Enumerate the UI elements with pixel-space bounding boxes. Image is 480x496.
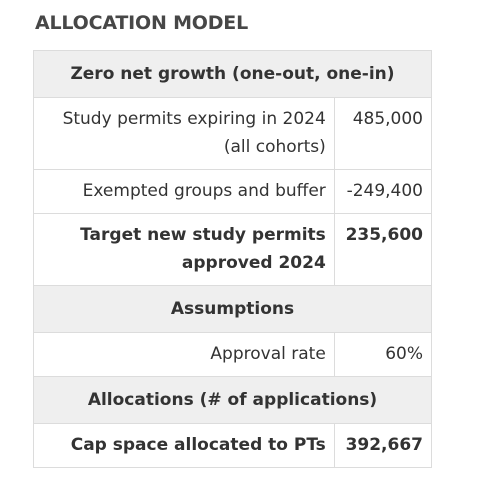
allocation-model-table: Zero net growth (one-out, one-in) Study … [33,50,433,468]
row-label: Target new study permits approved 2024 [33,213,335,286]
section-header-row: Assumptions [33,285,432,333]
section-title-assumptions: Assumptions [33,285,432,333]
row-value: 60% [333,332,433,377]
section-header-row: Allocations (# of applications) [33,376,432,424]
page-title: ALLOCATION MODEL [35,12,248,34]
row-label: Approval rate [33,332,335,377]
section-title-allocations: Allocations (# of applications) [33,376,432,424]
section-title-zero-net-growth: Zero net growth (one-out, one-in) [33,50,432,98]
row-label: Cap space allocated to PTs [33,423,335,468]
table-row-total: Target new study permits approved 2024 2… [33,213,433,286]
table-row: Approval rate 60% [33,332,433,377]
row-label: Study permits expiring in 2024 (all coho… [33,97,335,170]
table-row-total: Cap space allocated to PTs 392,667 [33,423,433,468]
table-row: Study permits expiring in 2024 (all coho… [33,97,433,170]
table-row: Exempted groups and buffer -249,400 [33,169,433,214]
section-header-row: Zero net growth (one-out, one-in) [33,50,432,98]
row-value: 392,667 [333,423,433,468]
row-value: -249,400 [333,169,433,214]
row-value: 235,600 [333,213,433,286]
row-value: 485,000 [333,97,433,170]
row-label: Exempted groups and buffer [33,169,335,214]
